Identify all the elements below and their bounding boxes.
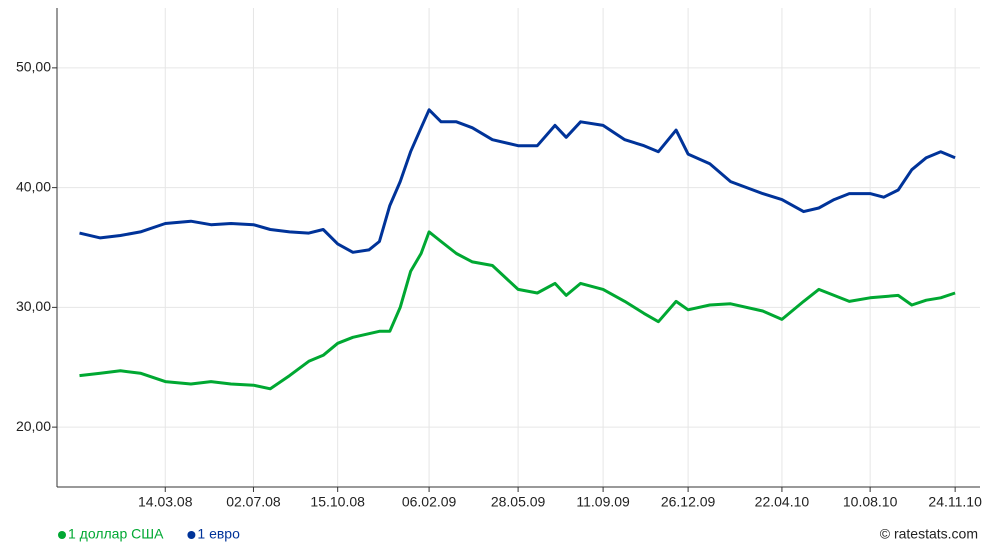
source-credit: © ratestats.com — [880, 526, 978, 542]
y-tick-label: 20,00 — [16, 418, 51, 434]
x-tick-label: 02.07.08 — [226, 494, 281, 510]
y-tick-label: 50,00 — [16, 59, 51, 75]
x-tick-label: 28.05.09 — [491, 494, 546, 510]
series-line — [79, 108, 956, 254]
y-tick-label: 40,00 — [16, 178, 51, 194]
legend-marker — [187, 531, 196, 539]
x-tick-label: 24.11.10 — [928, 494, 982, 510]
x-tick-label: 06.02.09 — [402, 494, 457, 510]
legend-item: 1 доллар США — [58, 526, 164, 542]
x-tick-label: 11.09.09 — [576, 494, 630, 510]
x-tick-label: 26.12.09 — [661, 494, 716, 510]
legend-label: 1 доллар США — [68, 526, 164, 542]
legend-label: 1 евро — [197, 526, 240, 542]
x-tick-label: 22.04.10 — [755, 494, 810, 510]
x-tick-label: 10.08.10 — [843, 494, 898, 510]
x-tick-label: 14.03.08 — [138, 494, 193, 510]
y-tick-label: 30,00 — [16, 298, 51, 314]
x-tick-label: 15.10.08 — [310, 494, 365, 510]
series-line — [79, 230, 956, 391]
legend-marker — [58, 531, 66, 539]
legend-item: 1 евро — [187, 526, 240, 542]
